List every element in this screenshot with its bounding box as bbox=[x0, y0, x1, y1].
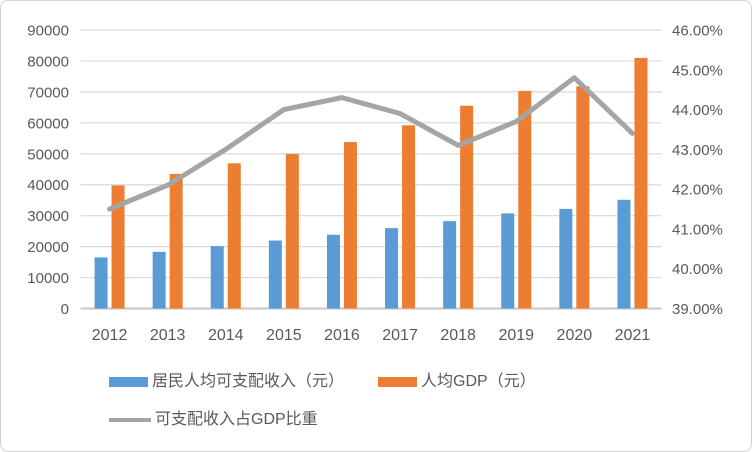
legend-label-disposable-income: 居民人均可支配收入（元） bbox=[152, 373, 345, 390]
x-axis-category-label: 2016 bbox=[324, 327, 360, 344]
bar-gdp-2013[interactable] bbox=[169, 173, 183, 309]
legend-swatch-ratio-line bbox=[109, 418, 151, 422]
right-axis-ticks: 39.00% 40.00% 41.00% 42.00% 43.00% 44.00% 45.0… bbox=[672, 23, 723, 319]
bar-gdp-2020[interactable] bbox=[576, 86, 590, 309]
legend-row-2: 可支配收入占GDP比重 bbox=[109, 407, 536, 433]
bar-income-2012[interactable] bbox=[94, 257, 108, 309]
chart-legend: 居民人均可支配收入（元） 人均GDP（元） 可支配收入占GDP比重 bbox=[109, 369, 536, 445]
right-axis-tick-label: 41.00% bbox=[672, 221, 723, 238]
bar-gdp-2015[interactable] bbox=[285, 154, 299, 309]
right-axis-tick-label: 42.00% bbox=[672, 182, 723, 199]
left-axis-ticks: 0 10000 20000 30000 40000 50000 60000 70000 8000… bbox=[27, 23, 69, 319]
bar-gdp-2018[interactable] bbox=[460, 105, 474, 309]
left-axis-tick-label: 20000 bbox=[27, 239, 69, 256]
x-axis-labels: 2012 2013 2014 2015 2016 2017 2018 2019 2020 2021 bbox=[92, 327, 651, 344]
bar-income-2014[interactable] bbox=[210, 246, 224, 309]
legend-label-gdp: 人均GDP（元） bbox=[421, 373, 536, 390]
left-axis-tick-label: 30000 bbox=[27, 208, 69, 225]
right-axis-tick-label: 44.00% bbox=[672, 102, 723, 119]
x-axis-category-label: 2021 bbox=[615, 327, 651, 344]
bar-income-2021[interactable] bbox=[617, 199, 631, 309]
bar-income-2018[interactable] bbox=[443, 221, 457, 309]
right-axis-tick-label: 43.00% bbox=[672, 142, 723, 159]
legend-swatch-income bbox=[109, 377, 148, 387]
gridlines bbox=[80, 29, 662, 310]
left-axis-tick-label: 90000 bbox=[27, 23, 69, 40]
x-axis-category-label: 2020 bbox=[557, 327, 593, 344]
legend-swatch-gdp bbox=[378, 377, 418, 387]
bar-income-2017[interactable] bbox=[385, 228, 399, 309]
bar-series-gdp bbox=[111, 57, 648, 309]
left-axis-tick-label: 60000 bbox=[27, 115, 69, 132]
bar-gdp-2016[interactable] bbox=[343, 142, 357, 309]
left-axis-tick-label: 40000 bbox=[27, 177, 69, 194]
left-axis-tick-label: 10000 bbox=[27, 270, 69, 287]
legend-item-ratio[interactable]: 可支配收入占GDP比重 bbox=[109, 407, 318, 433]
x-axis-category-label: 2017 bbox=[382, 327, 418, 344]
x-axis-category-label: 2018 bbox=[440, 327, 476, 344]
bar-gdp-2012[interactable] bbox=[111, 185, 125, 309]
legend-row-1: 居民人均可支配收入（元） 人均GDP（元） bbox=[109, 369, 536, 395]
x-axis-category-label: 2013 bbox=[150, 327, 186, 344]
left-axis-tick-label: 0 bbox=[61, 301, 69, 318]
right-axis-tick-label: 40.00% bbox=[672, 261, 723, 278]
x-axis-category-label: 2012 bbox=[92, 327, 128, 344]
bar-gdp-2021[interactable] bbox=[634, 57, 648, 309]
left-axis-tick-label: 50000 bbox=[27, 146, 69, 163]
bar-income-2016[interactable] bbox=[326, 234, 340, 309]
x-axis-category-label: 2019 bbox=[498, 327, 534, 344]
bar-gdp-2017[interactable] bbox=[402, 125, 416, 309]
x-axis-category-label: 2015 bbox=[266, 327, 302, 344]
bar-series-income bbox=[94, 199, 631, 309]
right-axis-tick-label: 39.00% bbox=[672, 301, 723, 318]
bar-income-2019[interactable] bbox=[501, 213, 515, 309]
bar-income-2015[interactable] bbox=[268, 240, 282, 309]
bar-gdp-2014[interactable] bbox=[227, 163, 241, 309]
bar-income-2013[interactable] bbox=[152, 251, 166, 309]
bar-gdp-2019[interactable] bbox=[518, 90, 532, 309]
left-axis-tick-label: 70000 bbox=[27, 84, 69, 101]
right-axis-tick-label: 46.00% bbox=[672, 23, 723, 40]
left-axis-tick-label: 80000 bbox=[27, 53, 69, 70]
right-axis-tick-label: 45.00% bbox=[672, 62, 723, 79]
legend-item-disposable-income[interactable]: 居民人均可支配收入（元） bbox=[109, 369, 344, 395]
bar-income-2020[interactable] bbox=[559, 208, 573, 309]
legend-label-ratio: 可支配收入占GDP比重 bbox=[155, 411, 318, 428]
ratio-line[interactable] bbox=[107, 75, 635, 212]
x-axis-category-label: 2014 bbox=[208, 327, 244, 344]
legend-item-gdp[interactable]: 人均GDP（元） bbox=[378, 369, 536, 395]
